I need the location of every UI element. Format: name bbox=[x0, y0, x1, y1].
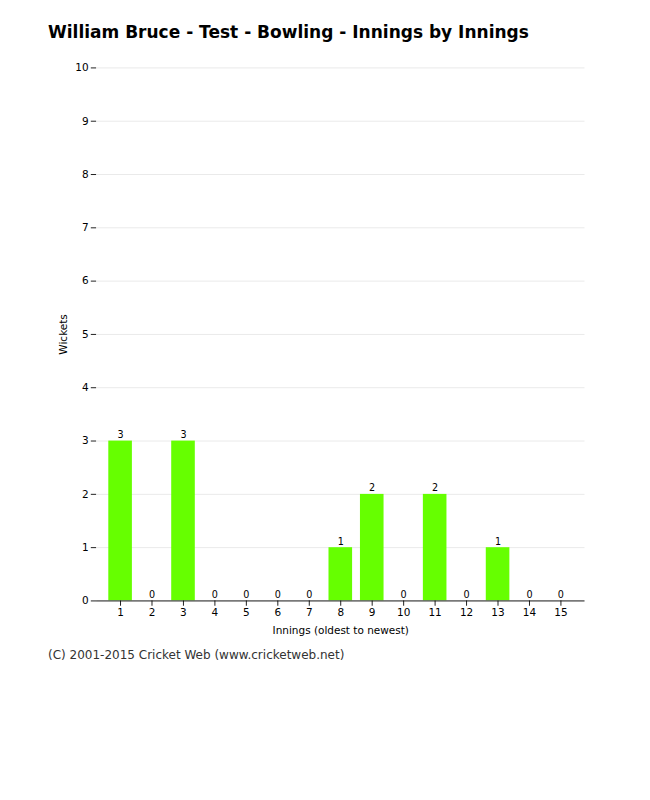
svg-text:9: 9 bbox=[369, 606, 376, 618]
svg-text:0: 0 bbox=[149, 589, 155, 600]
svg-text:9: 9 bbox=[82, 115, 89, 127]
svg-text:7: 7 bbox=[306, 606, 313, 618]
svg-text:4: 4 bbox=[82, 381, 89, 393]
svg-text:3: 3 bbox=[180, 606, 187, 618]
svg-text:13: 13 bbox=[491, 606, 504, 618]
svg-text:2: 2 bbox=[149, 606, 156, 618]
svg-text:0: 0 bbox=[306, 589, 312, 600]
svg-text:11: 11 bbox=[428, 606, 441, 618]
svg-text:0: 0 bbox=[82, 594, 89, 606]
svg-text:14: 14 bbox=[523, 606, 537, 618]
svg-text:2: 2 bbox=[432, 482, 438, 493]
svg-text:8: 8 bbox=[82, 168, 89, 180]
svg-text:3: 3 bbox=[180, 429, 186, 440]
svg-text:6: 6 bbox=[274, 606, 281, 618]
svg-text:5: 5 bbox=[82, 328, 89, 340]
svg-text:0: 0 bbox=[275, 589, 281, 600]
svg-text:1: 1 bbox=[495, 536, 501, 547]
svg-text:0: 0 bbox=[212, 589, 218, 600]
html-text:(C) 2001-2015 Cricket Web (www: (C) 2001-2015 Cricket Web (www.cricketwe… bbox=[48, 648, 345, 663]
svg-text:Wickets: Wickets bbox=[57, 314, 69, 354]
svg-text:6: 6 bbox=[82, 274, 89, 286]
svg-text:2: 2 bbox=[369, 482, 375, 493]
svg-text:0: 0 bbox=[243, 589, 249, 600]
svg-text:2: 2 bbox=[82, 488, 89, 500]
svg-text:0: 0 bbox=[401, 589, 407, 600]
svg-text:4: 4 bbox=[212, 606, 219, 618]
svg-text:8: 8 bbox=[337, 606, 344, 618]
svg-text:7: 7 bbox=[82, 221, 89, 233]
svg-text:Innings (oldest to newest): Innings (oldest to newest) bbox=[273, 624, 409, 636]
svg-text:3: 3 bbox=[82, 434, 89, 446]
svg-text:0: 0 bbox=[463, 589, 469, 600]
svg-text:10: 10 bbox=[397, 606, 410, 618]
svg-text:1: 1 bbox=[338, 536, 344, 547]
svg-text:10: 10 bbox=[75, 61, 88, 73]
svg-text:12: 12 bbox=[460, 606, 473, 618]
svg-text:0: 0 bbox=[558, 589, 564, 600]
html-text:William Bruce - Test - Bowling: William Bruce - Test - Bowling - Innings… bbox=[48, 22, 529, 42]
svg-text:1: 1 bbox=[82, 541, 89, 553]
svg-text:15: 15 bbox=[554, 606, 567, 618]
svg-text:3: 3 bbox=[117, 429, 123, 440]
svg-text:1: 1 bbox=[117, 606, 124, 618]
svg-text:5: 5 bbox=[243, 606, 250, 618]
svg-text:0: 0 bbox=[526, 589, 532, 600]
